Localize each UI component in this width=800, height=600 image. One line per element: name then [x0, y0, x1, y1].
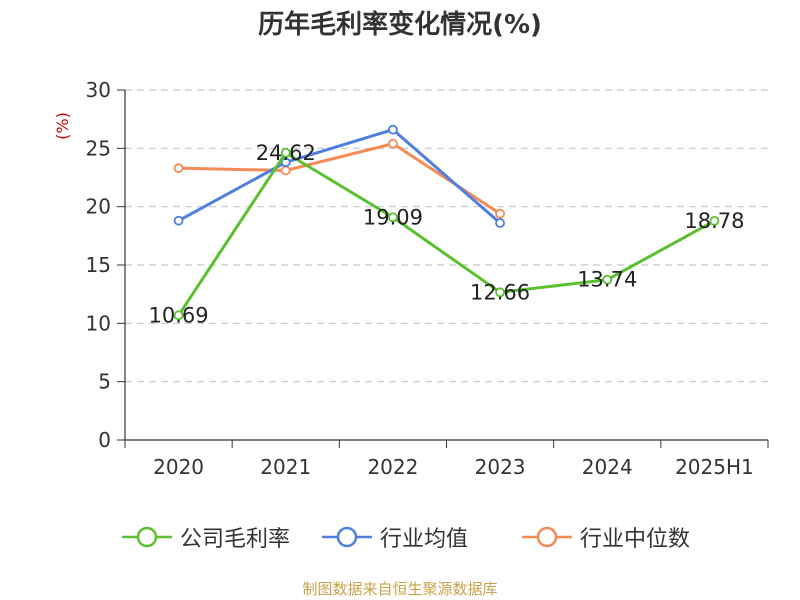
y-axis-label: (%)	[53, 112, 72, 140]
y-tick-label: 20	[86, 195, 111, 219]
data-point	[280, 165, 291, 176]
series-line	[177, 128, 502, 225]
y-tick-label: 5	[98, 370, 111, 394]
chart-title: 历年毛利率变化情况(%)	[258, 10, 542, 40]
legend-marker-icon	[122, 526, 172, 548]
data-label: 19.09	[363, 205, 423, 229]
x-tick-label: 2025H1	[675, 455, 754, 479]
data-labels: 10.69 24.62 19.09 12.66 13.74 18.78	[149, 141, 745, 328]
y-tick-label: 30	[86, 78, 111, 102]
series-layer	[173, 124, 720, 321]
legend-marker-icon	[522, 526, 572, 548]
legend-marker-icon	[322, 526, 372, 548]
data-point	[495, 287, 505, 298]
legend-item[interactable]: 行业中位数	[520, 520, 690, 554]
legend-label: 公司毛利率	[180, 527, 291, 552]
data-point	[388, 124, 398, 135]
y-tick-label: 0	[98, 428, 111, 452]
series-line	[178, 142, 501, 215]
x-tick-label: 2021	[260, 455, 311, 479]
data-point	[388, 212, 398, 223]
y-tick-label: 25	[86, 136, 111, 160]
data-label: 18.78	[684, 209, 744, 233]
data-point	[602, 274, 613, 285]
legend-label: 行业均值	[380, 527, 469, 552]
data-point	[388, 138, 398, 149]
data-point	[173, 310, 184, 321]
data-label: 10.69	[149, 303, 209, 327]
data-point	[280, 157, 291, 168]
legend-item[interactable]: 行业均值	[320, 520, 468, 554]
y-tick-label: 10	[86, 311, 111, 335]
data-label: 13.74	[577, 268, 637, 292]
grid-lines	[125, 89, 768, 383]
x-tick-label: 2022	[367, 455, 418, 479]
series-line	[177, 151, 716, 317]
data-point	[173, 163, 184, 174]
data-point	[495, 218, 505, 228]
legend-label: 行业中位数	[580, 527, 691, 552]
legend: 公司毛利率 行业均值 行业中位数	[0, 520, 800, 554]
data-point	[709, 215, 720, 226]
x-tick-label: 2020	[153, 455, 204, 479]
legend-item[interactable]: 公司毛利率	[120, 520, 290, 554]
data-label: 24.62	[256, 141, 316, 165]
data-point	[173, 215, 184, 226]
data-point	[495, 208, 505, 219]
y-tick-label: 15	[86, 253, 111, 277]
axes: 0 5 10 15 20 25 30 2020 2021 2022 2023 2024 2025H1 (%…	[53, 78, 769, 479]
source-note: 制图数据来自恒生聚源数据库	[302, 580, 498, 598]
x-tick-label: 2023	[475, 455, 526, 479]
data-point	[280, 147, 291, 158]
x-tick-label: 2024	[582, 455, 633, 479]
data-label: 12.66	[470, 280, 530, 304]
